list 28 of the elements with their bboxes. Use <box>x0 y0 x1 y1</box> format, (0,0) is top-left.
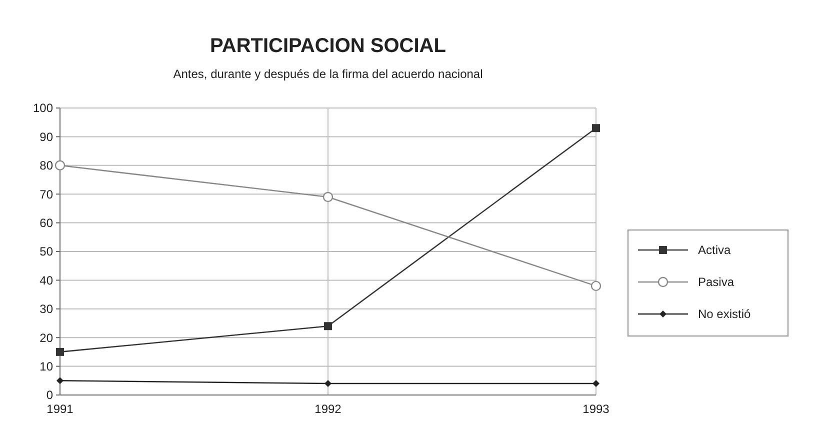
point <box>54 160 66 170</box>
y-tick-label: 100 <box>32 101 54 116</box>
y-tick-label: 70 <box>40 187 54 202</box>
y-tick-label: 50 <box>40 244 54 259</box>
point <box>592 124 600 132</box>
point <box>56 377 64 384</box>
point <box>56 348 64 356</box>
y-tick-label: 60 <box>40 216 54 230</box>
point <box>592 380 600 388</box>
y-tick-label: 20 <box>40 330 54 345</box>
point <box>590 280 602 292</box>
y-tick-label: 80 <box>40 158 54 173</box>
chart-subtitle: Antes, durante y después de la firma del acuerdo nacional <box>173 67 483 81</box>
x-tick-label: 1993 <box>582 402 610 416</box>
y-tick-label: 40 <box>40 273 54 288</box>
legend-label: Activa <box>698 243 732 258</box>
x-tick-label: 1992 <box>314 402 342 416</box>
legend-label: Pasiva <box>698 275 734 290</box>
point <box>324 380 332 388</box>
x-tick-label: 1991 <box>46 402 74 416</box>
y-tick-label: 90 <box>40 130 54 144</box>
point <box>324 322 332 330</box>
chart-title: PARTICIPACION SOCIAL <box>210 35 446 57</box>
point <box>322 192 334 202</box>
y-tick-label: 0 <box>46 388 54 402</box>
legend-label: No existió <box>698 307 752 322</box>
y-tick-label: 10 <box>40 360 54 374</box>
y-tick-label: 30 <box>40 302 54 316</box>
